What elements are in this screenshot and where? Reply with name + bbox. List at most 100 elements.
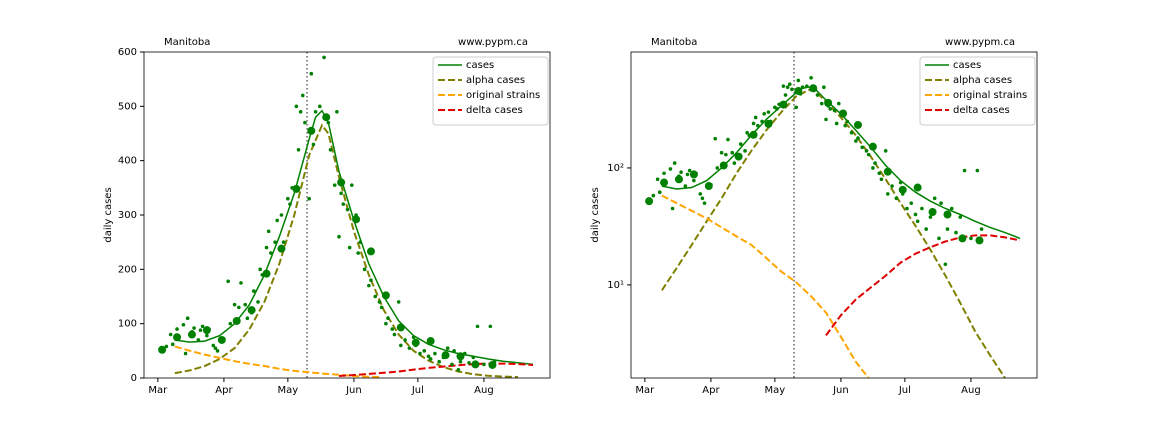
data-point — [245, 316, 250, 321]
data-point — [322, 113, 331, 122]
x-tick-label: Jul — [411, 385, 424, 396]
legend-label: delta cases — [953, 105, 1010, 116]
data-point — [286, 196, 290, 201]
data-point — [685, 172, 690, 177]
data-point — [392, 332, 397, 337]
data-point — [732, 161, 737, 165]
data-point — [437, 359, 441, 364]
annotation: Manitoba — [164, 37, 210, 48]
legend-label: original strains — [466, 90, 540, 101]
data-point — [864, 149, 869, 153]
y-tick-label: 600 — [118, 47, 137, 58]
data-point — [836, 101, 841, 106]
data-point — [657, 190, 662, 195]
annotation: Manitoba — [651, 37, 697, 48]
data-point — [303, 120, 307, 125]
series-line — [174, 109, 534, 366]
data-point — [879, 177, 884, 182]
data-point — [187, 330, 196, 339]
data-point — [790, 87, 794, 92]
legend-label: alpha cases — [466, 75, 525, 86]
data-point — [785, 85, 790, 90]
data-point — [345, 207, 350, 212]
data-point — [805, 84, 809, 88]
legend-label: alpha cases — [953, 75, 1012, 86]
data-point — [311, 142, 316, 147]
data-point — [734, 152, 743, 161]
data-point — [456, 352, 465, 361]
y-tick-label: 100 — [118, 319, 137, 330]
data-point — [175, 327, 179, 331]
data-point — [932, 196, 937, 201]
data-point — [660, 178, 669, 187]
data-point — [662, 171, 666, 176]
data-point — [426, 354, 431, 359]
data-point — [196, 338, 201, 342]
data-point — [719, 161, 728, 170]
data-point — [958, 215, 963, 219]
series-line — [661, 88, 1006, 378]
data-point — [428, 357, 433, 361]
data-point — [399, 343, 403, 348]
data-point — [426, 337, 435, 346]
data-point — [232, 302, 237, 307]
data-point — [379, 305, 384, 310]
data-point — [441, 351, 450, 360]
series-line — [174, 345, 382, 378]
data-point — [868, 142, 877, 151]
data-point — [743, 149, 747, 153]
legend-box — [919, 56, 1036, 126]
data-point — [719, 150, 724, 155]
data-point — [256, 300, 260, 304]
y-tick-label: 10² — [607, 163, 624, 174]
data-point — [396, 300, 401, 304]
data-point — [670, 206, 675, 211]
data-point — [822, 85, 826, 90]
data-point — [279, 213, 284, 217]
data-point — [251, 289, 256, 293]
data-point — [854, 139, 858, 143]
data-point — [237, 305, 241, 310]
chart-panel: Mar Apr May Jun Jul Aug 10¹ 10² daily cases Manit… — [590, 37, 1038, 396]
data-point — [482, 362, 486, 367]
data-point — [318, 104, 322, 109]
data-point — [288, 202, 292, 206]
data-point — [871, 166, 875, 170]
data-point — [756, 123, 760, 128]
data-point — [939, 201, 943, 205]
data-point — [347, 245, 352, 250]
data-point — [815, 93, 820, 97]
data-point — [713, 136, 717, 141]
y-tick-label: 0 — [131, 373, 137, 384]
data-point — [377, 300, 382, 304]
data-point — [471, 355, 476, 360]
data-point — [645, 197, 654, 206]
data-point — [228, 321, 233, 326]
series-line — [338, 362, 534, 377]
data-point — [730, 150, 735, 155]
data-point — [396, 323, 405, 332]
data-point — [471, 360, 480, 369]
data-point — [928, 208, 937, 217]
data-point — [307, 196, 311, 201]
data-point — [843, 123, 847, 128]
data-point — [467, 360, 471, 365]
plot-area — [645, 52, 1021, 378]
data-point — [239, 281, 243, 285]
x-tick-label: Mar — [635, 385, 655, 396]
data-point — [943, 210, 952, 219]
data-point — [913, 212, 918, 217]
data-point — [651, 193, 656, 198]
data-point — [920, 206, 924, 211]
data-point — [281, 240, 286, 244]
data-point — [422, 349, 427, 353]
data-point — [954, 230, 958, 235]
data-point — [689, 170, 698, 179]
data-point — [488, 324, 493, 329]
data-point — [745, 130, 749, 135]
data-point — [783, 93, 788, 97]
data-point — [313, 109, 318, 114]
data-point — [715, 166, 720, 170]
data-point — [668, 167, 673, 171]
data-point — [898, 185, 907, 194]
